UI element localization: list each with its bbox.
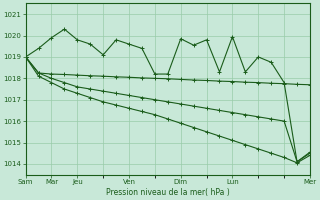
X-axis label: Pression niveau de la mer( hPa ): Pression niveau de la mer( hPa ) xyxy=(106,188,230,197)
